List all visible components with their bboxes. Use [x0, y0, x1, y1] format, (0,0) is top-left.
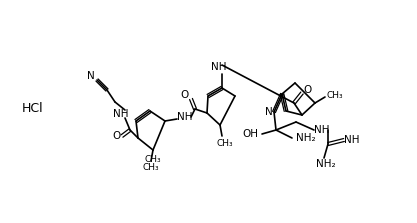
Text: HCl: HCl: [22, 101, 44, 114]
Text: NH: NH: [314, 125, 330, 135]
Text: NH: NH: [113, 109, 129, 119]
Text: NH₂: NH₂: [316, 159, 336, 169]
Text: CH₃: CH₃: [145, 155, 161, 163]
Text: O: O: [113, 131, 121, 141]
Text: CH₃: CH₃: [327, 91, 343, 99]
Text: O: O: [181, 90, 189, 100]
Text: NH₂: NH₂: [296, 133, 316, 143]
Text: OH: OH: [242, 129, 258, 139]
Text: NH: NH: [211, 62, 227, 72]
Text: N: N: [87, 71, 95, 81]
Text: CH₃: CH₃: [217, 138, 234, 147]
Text: O: O: [304, 85, 312, 95]
Text: NH: NH: [344, 135, 360, 145]
Text: NH: NH: [177, 112, 193, 122]
Text: N: N: [265, 107, 273, 117]
Text: CH₃: CH₃: [143, 163, 159, 173]
